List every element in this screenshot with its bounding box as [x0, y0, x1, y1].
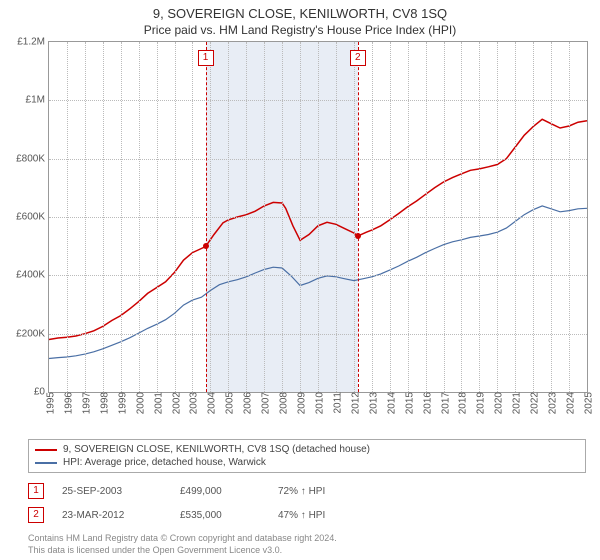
gridline-v — [192, 42, 193, 392]
legend-box: 9, SOVEREIGN CLOSE, KENILWORTH, CV8 1SQ … — [28, 439, 586, 473]
sale-marker-dot — [203, 243, 209, 249]
gridline-v — [497, 42, 498, 392]
x-tick-label: 2003 — [185, 392, 200, 414]
x-tick-label: 2024 — [562, 392, 577, 414]
x-tick-label: 2012 — [346, 392, 361, 414]
y-tick-label: £1M — [26, 95, 49, 106]
x-tick-label: 2016 — [418, 392, 433, 414]
x-tick-label: 2010 — [311, 392, 326, 414]
x-tick-label: 2013 — [364, 392, 379, 414]
gridline-v — [228, 42, 229, 392]
x-tick-label: 2017 — [436, 392, 451, 414]
footer-line: This data is licensed under the Open Gov… — [28, 545, 586, 557]
gridline-v — [67, 42, 68, 392]
footer-line: Contains HM Land Registry data © Crown c… — [28, 533, 586, 545]
gridline-v — [300, 42, 301, 392]
y-tick-label: £1.2M — [17, 37, 49, 48]
x-tick-label: 2000 — [131, 392, 146, 414]
sale-marker-dot — [355, 233, 361, 239]
sale-row: 2 23-MAR-2012 £535,000 47% ↑ HPI — [28, 503, 586, 527]
legend-row: HPI: Average price, detached house, Warw… — [35, 456, 579, 469]
gridline-v — [372, 42, 373, 392]
sale-row-date: 25-SEP-2003 — [62, 486, 162, 497]
gridline-v — [336, 42, 337, 392]
sale-marker-line — [206, 42, 207, 392]
y-tick-label: £800K — [16, 153, 49, 164]
x-tick-label: 1999 — [113, 392, 128, 414]
gridline-v — [533, 42, 534, 392]
sale-row-pct: 72% ↑ HPI — [278, 486, 368, 497]
sale-marker-box: 2 — [350, 50, 366, 66]
x-tick-label: 2006 — [239, 392, 254, 414]
x-tick-label: 2019 — [472, 392, 487, 414]
x-tick-label: 2022 — [526, 392, 541, 414]
gridline-v — [282, 42, 283, 392]
x-tick-label: 2021 — [508, 392, 523, 414]
gridline-v — [246, 42, 247, 392]
y-tick-label: £600K — [16, 212, 49, 223]
gridline-v — [551, 42, 552, 392]
legend-swatch — [35, 462, 57, 464]
chart-subtitle: Price paid vs. HM Land Registry's House … — [0, 21, 600, 41]
gridline-v — [515, 42, 516, 392]
x-tick-label: 1995 — [42, 392, 57, 414]
gridline-v — [85, 42, 86, 392]
gridline-v — [157, 42, 158, 392]
gridline-v — [264, 42, 265, 392]
sale-row-pct: 47% ↑ HPI — [278, 510, 368, 521]
plot-area: £0£200K£400K£600K£800K£1M£1.2M1995199619… — [48, 41, 588, 393]
gridline-v — [426, 42, 427, 392]
gridline-v — [461, 42, 462, 392]
legend-row: 9, SOVEREIGN CLOSE, KENILWORTH, CV8 1SQ … — [35, 443, 579, 456]
gridline-v — [354, 42, 355, 392]
y-tick-label: £400K — [16, 270, 49, 281]
gridline-v — [390, 42, 391, 392]
gridline-v — [444, 42, 445, 392]
x-tick-label: 2011 — [328, 392, 343, 414]
sale-row-price: £499,000 — [180, 486, 260, 497]
gridline-v — [569, 42, 570, 392]
gridline-v — [139, 42, 140, 392]
x-tick-label: 2023 — [544, 392, 559, 414]
x-tick-label: 2004 — [203, 392, 218, 414]
x-tick-label: 2014 — [382, 392, 397, 414]
chart-title: 9, SOVEREIGN CLOSE, KENILWORTH, CV8 1SQ — [0, 0, 600, 21]
footer-attribution: Contains HM Land Registry data © Crown c… — [28, 533, 586, 556]
x-tick-label: 2008 — [275, 392, 290, 414]
x-tick-label: 2005 — [221, 392, 236, 414]
sale-marker-box: 1 — [198, 50, 214, 66]
chart-container: 9, SOVEREIGN CLOSE, KENILWORTH, CV8 1SQ … — [0, 0, 600, 560]
legend-swatch — [35, 449, 57, 451]
sale-row: 1 25-SEP-2003 £499,000 72% ↑ HPI — [28, 479, 586, 503]
sale-row-marker: 1 — [28, 483, 44, 499]
sale-row-date: 23-MAR-2012 — [62, 510, 162, 521]
x-tick-label: 2025 — [580, 392, 595, 414]
x-tick-label: 2020 — [490, 392, 505, 414]
sale-row-marker: 2 — [28, 507, 44, 523]
legend-label: HPI: Average price, detached house, Warw… — [63, 457, 266, 468]
y-tick-label: £200K — [16, 328, 49, 339]
gridline-v — [103, 42, 104, 392]
x-tick-label: 1996 — [59, 392, 74, 414]
x-tick-label: 2009 — [293, 392, 308, 414]
legend-label: 9, SOVEREIGN CLOSE, KENILWORTH, CV8 1SQ … — [63, 444, 370, 455]
x-tick-label: 2018 — [454, 392, 469, 414]
x-tick-label: 2001 — [149, 392, 164, 414]
x-tick-label: 1997 — [77, 392, 92, 414]
sale-row-price: £535,000 — [180, 510, 260, 521]
x-tick-label: 2002 — [167, 392, 182, 414]
gridline-v — [175, 42, 176, 392]
gridline-v — [121, 42, 122, 392]
x-tick-label: 1998 — [95, 392, 110, 414]
sale-marker-line — [358, 42, 359, 392]
x-tick-label: 2015 — [400, 392, 415, 414]
sales-table: 1 25-SEP-2003 £499,000 72% ↑ HPI 2 23-MAR-201… — [28, 479, 586, 527]
gridline-v — [408, 42, 409, 392]
gridline-v — [318, 42, 319, 392]
gridline-v — [479, 42, 480, 392]
gridline-v — [210, 42, 211, 392]
x-tick-label: 2007 — [257, 392, 272, 414]
